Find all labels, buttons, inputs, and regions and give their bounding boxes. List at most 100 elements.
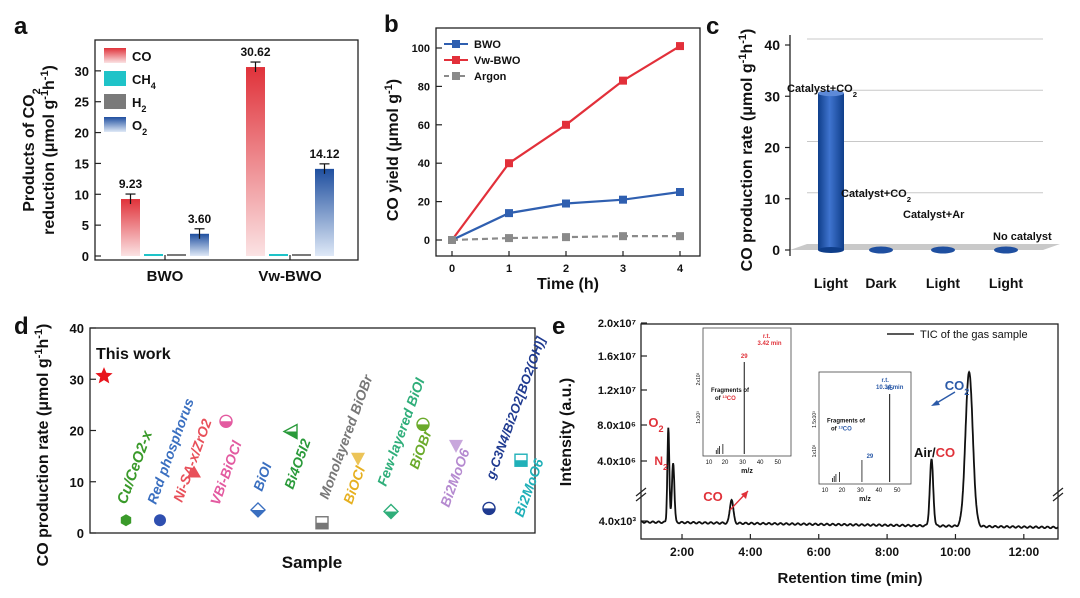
c-ytick-label: 0 bbox=[772, 242, 780, 258]
a-bar-CO bbox=[246, 67, 265, 257]
co2-arrow-head bbox=[931, 400, 940, 406]
c-bar-label: No catalyst bbox=[993, 231, 1052, 243]
e-ytick-label: 8.0x10⁶ bbox=[597, 420, 636, 432]
e-ytick-label: 1.2x10⁷ bbox=[598, 385, 637, 397]
e-xtick-label: 10:00 bbox=[940, 545, 971, 559]
a-ytick-label: 20 bbox=[75, 126, 89, 141]
d-point-label: BiOCl bbox=[340, 463, 369, 506]
d-point-3 bbox=[187, 465, 201, 478]
inset-ytick: 1.5x10³ bbox=[812, 411, 818, 428]
a-legend-label: CO bbox=[132, 49, 152, 64]
panel-a-ylabel-2: reduction (μmol g-1h-1) bbox=[39, 65, 58, 235]
c-xtick-label: Light bbox=[814, 275, 849, 291]
b-marker-BWO bbox=[676, 188, 684, 196]
a-xtick-label: Vw-BWO bbox=[258, 268, 322, 285]
b-marker-Argon bbox=[448, 236, 456, 244]
d-point-4-half bbox=[220, 421, 232, 428]
b-marker-Vw-BWO bbox=[562, 120, 570, 129]
panel-c-floor bbox=[790, 244, 1060, 250]
a-data-label: 3.60 bbox=[188, 212, 212, 226]
ms-inset-co2: 10 20 30 40 50 m/z 1x10³ 1.5x10³ r.t.10.34 min45… bbox=[812, 371, 912, 503]
inset-frame bbox=[702, 327, 792, 457]
inset-ytick: 1x10³ bbox=[812, 444, 818, 457]
inset-peak-label: 29 bbox=[741, 354, 748, 360]
panel-a-frame bbox=[94, 39, 359, 261]
b-legend-marker bbox=[452, 72, 460, 80]
a-legend-label: H2 bbox=[132, 95, 146, 114]
inset-rt-val: 10.34 min bbox=[876, 385, 904, 391]
e-peak-label: O2 bbox=[648, 415, 663, 434]
b-marker-Argon bbox=[619, 232, 627, 241]
b-xtick-label: 2 bbox=[563, 263, 569, 275]
d-point-6-half bbox=[284, 431, 297, 439]
e-xtick-label: 12:00 bbox=[1008, 545, 1039, 559]
inset-xlabel: m/z bbox=[859, 496, 871, 503]
e-ytick-label: 4.0x10⁶ bbox=[597, 456, 636, 468]
c-bar-zero bbox=[994, 246, 1018, 254]
b-marker-Argon bbox=[562, 233, 570, 242]
c-bar bbox=[818, 93, 844, 250]
d-point-10-half bbox=[417, 424, 429, 431]
b-legend-label: Vw-BWO bbox=[474, 55, 521, 67]
panel-label-b: b bbox=[384, 11, 399, 38]
a-legend-swatch bbox=[104, 117, 126, 132]
panel-a-chart: 0 5 10 15 20 25 30 BWO Vw-BWO 9.23 3.60 30.62 14.12… bbox=[21, 39, 359, 285]
panel-e-frame bbox=[640, 323, 1059, 540]
panel-a-ylabel-1: Products of CO2 bbox=[21, 88, 43, 211]
e-peak-label: N2 bbox=[654, 454, 668, 472]
inset-xtick: 20 bbox=[839, 488, 846, 494]
d-ytick-label: 10 bbox=[70, 475, 84, 490]
d-point-11 bbox=[449, 439, 463, 453]
co-arrow-head bbox=[741, 491, 748, 499]
inset-xtick: 10 bbox=[706, 460, 713, 466]
inset-species-label: of 13CO bbox=[831, 424, 852, 433]
this-work-label: This work bbox=[96, 346, 171, 363]
c-bar-label: Catalyst+CO2 bbox=[841, 188, 911, 204]
a-bar-CH4 bbox=[269, 254, 288, 256]
e-xtick-label: 8:00 bbox=[875, 545, 899, 559]
c-xtick-label: Light bbox=[926, 275, 961, 291]
e-xtick-label: 2:00 bbox=[670, 545, 694, 559]
d-point-label: BiOI bbox=[250, 459, 275, 493]
b-ytick-label: 20 bbox=[418, 197, 430, 209]
c-ytick-label: 40 bbox=[764, 37, 780, 53]
a-xtick-label: BWO bbox=[147, 268, 184, 285]
a-data-label: 30.62 bbox=[240, 45, 270, 59]
b-ytick-label: 60 bbox=[418, 120, 430, 132]
inset-xtick: 10 bbox=[822, 488, 829, 494]
inset-xtick: 40 bbox=[875, 488, 882, 494]
e-ytick-label: 4.0x10³ bbox=[599, 516, 637, 528]
inset-xtick: 40 bbox=[757, 460, 764, 466]
a-ytick-label: 0 bbox=[82, 249, 89, 264]
c-xtick-label: Light bbox=[989, 275, 1024, 291]
d-point-2 bbox=[154, 514, 166, 527]
a-bar-H2 bbox=[167, 254, 186, 256]
d-point-label: VBi-BiOCl bbox=[207, 438, 245, 507]
a-bar-O2 bbox=[190, 233, 209, 256]
a-bar-CH4 bbox=[144, 254, 163, 256]
b-legend-marker bbox=[452, 56, 460, 64]
a-data-label: 14.12 bbox=[309, 147, 339, 161]
inset-xtick: 50 bbox=[774, 460, 781, 466]
panel-b-xlabel: Time (h) bbox=[537, 276, 599, 293]
a-ytick-label: 5 bbox=[82, 218, 89, 233]
tic-legend-label: TIC of the gas sample bbox=[920, 329, 1028, 341]
c-ytick-label: 20 bbox=[764, 140, 780, 156]
panel-b-chart: 0 20 40 60 80 100 0 1 2 3 4 BWO Vw-BWO Argon Time (h… bbox=[383, 27, 701, 293]
e-ytick-label: 2.0x10⁷ bbox=[598, 318, 637, 330]
a-legend-swatch bbox=[104, 71, 126, 86]
inset-xtick: 50 bbox=[894, 488, 901, 494]
panel-c-chart: 0 10 20 30 40 Light Dark Light Light Catalyst+CO… bbox=[737, 29, 1060, 291]
a-legend-label: CH4 bbox=[132, 72, 157, 91]
b-legend-label: BWO bbox=[474, 39, 501, 51]
d-point-0 bbox=[95, 367, 113, 384]
b-ytick-label: 0 bbox=[424, 235, 430, 247]
d-point-12-half bbox=[483, 508, 495, 515]
panel-b-frame bbox=[435, 27, 701, 257]
panel-label-d: d bbox=[14, 313, 29, 340]
c-bar-label: Catalyst+CO2 bbox=[787, 83, 857, 99]
inset-rt-val: 3.42 min bbox=[758, 341, 782, 347]
d-point-8 bbox=[351, 452, 365, 466]
panel-e-chart: 4.0x10³ 4.0x10⁶ 8.0x10⁶ 1.2x10⁷ 1.6x10⁷ 2.0x1… bbox=[558, 318, 1064, 587]
